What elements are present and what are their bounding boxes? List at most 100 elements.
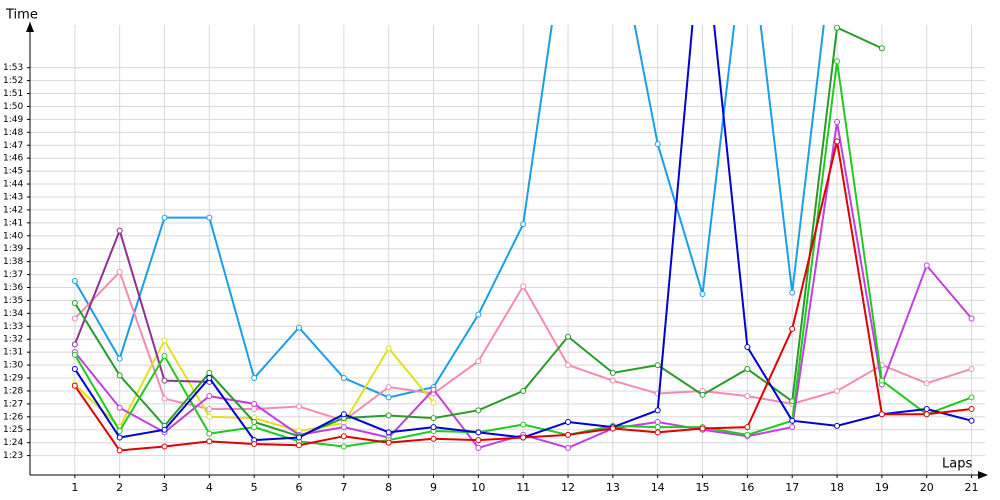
point — [789, 325, 796, 332]
y-tick-label: 1:39 — [3, 244, 23, 254]
point — [116, 434, 123, 441]
point — [609, 425, 616, 432]
y-tick-label: 1:52 — [3, 76, 23, 86]
y-tick-label: 1:46 — [3, 154, 23, 164]
y-tick-label: 1:27 — [3, 399, 23, 409]
point — [430, 435, 437, 442]
y-tick-label: 1:47 — [3, 141, 23, 151]
point — [340, 443, 347, 450]
point — [296, 324, 303, 331]
point — [789, 289, 796, 296]
point — [71, 341, 78, 348]
x-tick-label: 10 — [471, 481, 485, 494]
point — [340, 424, 347, 431]
point — [385, 439, 392, 446]
point — [923, 411, 930, 418]
y-tick-label: 1:37 — [3, 270, 23, 280]
y-tick-label: 1:49 — [3, 115, 23, 125]
point — [206, 430, 213, 437]
point — [161, 214, 168, 221]
y-tick-label: 1:33 — [3, 322, 23, 332]
point — [116, 428, 123, 435]
y-tick-label: 1:48 — [3, 128, 23, 138]
point — [699, 425, 706, 432]
y-tick-label: 1:26 — [3, 412, 23, 422]
y-tick-label: 1:43 — [3, 192, 23, 202]
point — [834, 118, 841, 125]
point — [834, 422, 841, 429]
point — [385, 429, 392, 436]
y-tick-label: 1:28 — [3, 386, 23, 396]
point — [206, 375, 213, 382]
point — [475, 437, 482, 444]
point — [520, 421, 527, 428]
point — [71, 365, 78, 372]
point — [71, 278, 78, 285]
y-tick-label: 1:44 — [3, 180, 23, 190]
point — [968, 394, 975, 401]
point — [609, 377, 616, 384]
point — [251, 375, 258, 382]
y-axis-title: Time — [5, 8, 38, 23]
point — [116, 268, 123, 275]
x-tick-label: 19 — [875, 481, 889, 494]
y-tick-label: 1:35 — [3, 296, 23, 306]
point — [834, 58, 841, 65]
point — [520, 283, 527, 290]
point — [520, 387, 527, 394]
point — [744, 393, 751, 400]
point — [296, 434, 303, 441]
point — [654, 424, 661, 431]
point — [968, 365, 975, 372]
point — [161, 353, 168, 360]
y-tick-label: 1:29 — [3, 374, 23, 384]
x-tick-label: 7 — [340, 481, 347, 494]
point — [654, 407, 661, 414]
y-tick-label: 1:50 — [3, 102, 23, 112]
point — [475, 358, 482, 365]
y-tick-label: 1:45 — [3, 167, 23, 177]
point — [161, 395, 168, 402]
point — [116, 372, 123, 379]
point — [251, 440, 258, 447]
x-axis-title: Laps — [942, 457, 972, 472]
point — [430, 424, 437, 431]
x-tick-label: 1 — [71, 481, 78, 494]
point — [475, 407, 482, 414]
point — [430, 399, 437, 406]
point — [206, 438, 213, 445]
y-axis-arrow — [26, 22, 34, 32]
point — [206, 214, 213, 221]
point — [968, 315, 975, 322]
point — [161, 377, 168, 384]
x-tick-label: 2 — [116, 481, 123, 494]
point — [251, 418, 258, 425]
point — [116, 404, 123, 411]
x-tick-label: 13 — [606, 481, 620, 494]
point — [206, 413, 213, 420]
x-tick-label: 17 — [785, 481, 799, 494]
point — [340, 375, 347, 382]
point — [161, 443, 168, 450]
point — [520, 434, 527, 441]
point — [878, 411, 885, 418]
point — [565, 418, 572, 425]
y-tick-label: 1:36 — [3, 283, 23, 293]
point — [116, 227, 123, 234]
y-tick-label: 1:30 — [3, 361, 23, 371]
point — [834, 25, 841, 31]
point — [251, 406, 258, 413]
y-tick-label: 1:24 — [3, 438, 23, 448]
point — [71, 300, 78, 307]
y-tick-label: 1:40 — [3, 231, 23, 241]
x-tick-label: 14 — [651, 481, 665, 494]
y-tick-label: 1:23 — [3, 451, 23, 461]
point — [116, 447, 123, 454]
point — [520, 221, 527, 228]
x-tick-label: 18 — [830, 481, 844, 494]
point — [744, 343, 751, 350]
x-tick-label: 20 — [920, 481, 934, 494]
point — [71, 351, 78, 358]
point — [923, 262, 930, 269]
